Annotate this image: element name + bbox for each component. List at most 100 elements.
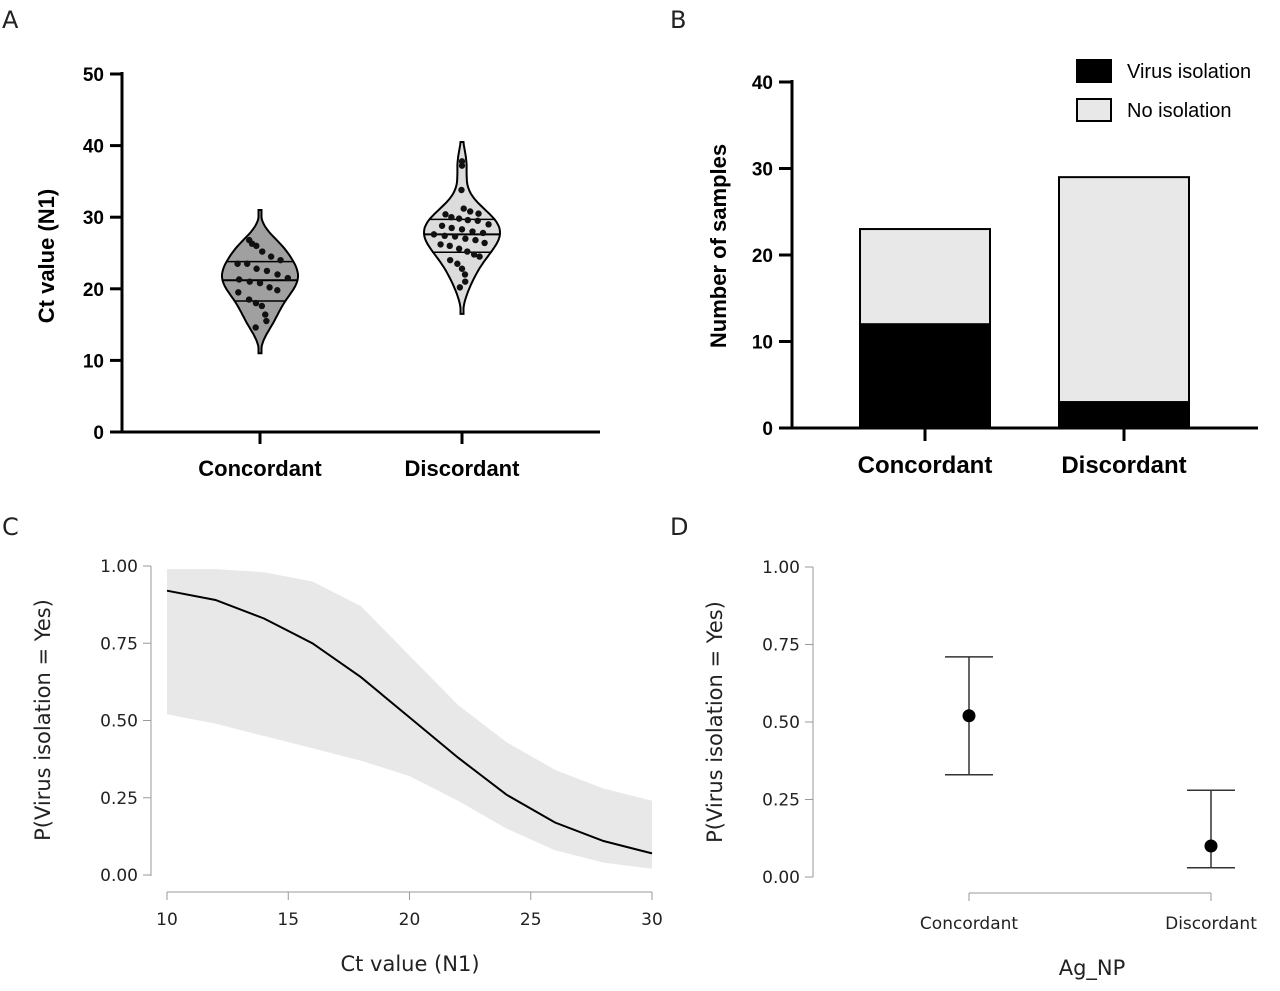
violin-data-point — [472, 236, 479, 244]
panel-d-ytick-label: 0.50 — [762, 713, 800, 733]
violin-data-point — [258, 302, 266, 310]
violin-data-point — [455, 245, 463, 252]
violin-data-point — [252, 299, 260, 307]
violin-data-point — [246, 278, 253, 285]
violin-data-point — [479, 229, 487, 237]
legend-label-no-isolation: No isolation — [1127, 100, 1232, 122]
panel-a-ytick-label: 0 — [93, 423, 104, 444]
violin-data-point — [448, 224, 455, 232]
bar-virus-isolation-discordant — [1058, 401, 1190, 429]
violin-data-point — [243, 260, 251, 267]
violin-data-point — [256, 279, 264, 287]
legend-swatch-no-isolation — [1076, 98, 1112, 122]
panel-c-xtick-label: 30 — [641, 910, 663, 930]
violin-data-point — [277, 256, 284, 264]
panel-d-xlabel: Ag_NP — [1059, 956, 1126, 981]
violin-data-point — [274, 271, 281, 278]
panel-a-ytick-label: 20 — [83, 280, 104, 301]
violin-data-point — [438, 222, 446, 229]
violin-data-point — [462, 278, 469, 285]
violin-data-point — [464, 248, 471, 255]
legend-swatch-virus-isolation — [1076, 59, 1112, 83]
point-estimate-concordant — [962, 709, 976, 723]
violin-data-point — [470, 251, 478, 258]
panel-c-xtick-label: 10 — [156, 910, 178, 930]
panel-b-legend: Virus isolation No isolation — [1076, 59, 1251, 122]
panel-label-d: D — [670, 513, 688, 541]
panel-c-xtick-label: 15 — [277, 910, 299, 930]
violin-data-point — [448, 214, 455, 221]
violin-data-point — [441, 232, 448, 240]
violin-data-point — [474, 217, 481, 224]
panel-b-ytick-label: 30 — [752, 160, 773, 181]
violin-data-point — [458, 265, 466, 272]
panel-a-ytick-label: 30 — [83, 208, 104, 229]
panel-c-ylabel: P(Virus isolation = Yes) — [31, 599, 55, 841]
panel-d-xtick-label: Concordant — [920, 914, 1018, 934]
violin-data-point — [284, 274, 292, 282]
violin-data-point — [446, 242, 453, 250]
panel-b-ytick-label: 20 — [752, 246, 773, 267]
violin-data-point — [234, 260, 241, 267]
violin-data-point — [252, 324, 259, 331]
panel-c-xtick-label: 25 — [520, 910, 542, 930]
panel-b-xtick-concordant: Concordant — [858, 452, 993, 479]
bar-no-isolation-discordant — [1058, 176, 1190, 404]
panel-b-ylabel: Number of samples — [706, 144, 731, 348]
confidence-band — [167, 569, 652, 869]
panel-a-xtick-discordant: Discordant — [405, 456, 521, 481]
panel-d-ytick-label: 0.25 — [762, 791, 800, 811]
panel-c-ytick-label: 0.75 — [100, 634, 138, 654]
panel-b-xtick-discordant: Discordant — [1061, 452, 1186, 479]
violin-data-point — [442, 211, 449, 218]
violin-data-point — [235, 289, 242, 296]
panel-d-ytick-label: 0.75 — [762, 636, 800, 656]
violin-data-point — [458, 226, 466, 233]
violin-data-point — [259, 248, 266, 255]
panel-label-a: A — [2, 6, 19, 34]
violin-data-point — [458, 186, 465, 194]
violin-data-point — [464, 216, 472, 224]
panel-c-ytick-label: 0.50 — [100, 712, 138, 732]
violin-data-point — [262, 311, 269, 318]
violin-data-point — [481, 239, 488, 247]
violin-data-point — [475, 210, 482, 217]
panel-a-xtick-concordant: Concordant — [198, 456, 322, 481]
violin-data-point — [466, 208, 474, 215]
panel-c-line-chart: P(Virus isolation = Yes) Ct value (N1) 0… — [31, 557, 663, 976]
bar-no-isolation-concordant — [859, 228, 991, 326]
panel-c-ytick-label: 1.00 — [100, 557, 138, 577]
panel-a-violin-chart: Ct value (N1) Concordant Discordant 0 10 2… — [34, 65, 600, 481]
violin-data-point — [266, 284, 273, 291]
panel-label-c: C — [2, 513, 19, 541]
violin-data-point — [430, 231, 438, 238]
violin-data-point — [462, 235, 469, 242]
panel-a-ylabel: Ct value (N1) — [34, 189, 59, 323]
violin-data-point — [437, 241, 444, 248]
violin-data-point — [476, 253, 483, 260]
violin-data-point — [451, 233, 459, 240]
legend-label-virus-isolation: Virus isolation — [1127, 61, 1251, 83]
violin-data-point — [460, 205, 467, 212]
violin-data-point — [253, 242, 260, 250]
panel-a-ytick-label: 50 — [83, 65, 104, 86]
violin-data-point — [454, 260, 461, 267]
violin-data-point — [456, 284, 464, 291]
violin-data-point — [245, 296, 253, 303]
point-estimate-discordant — [1204, 839, 1218, 853]
panel-d-xtick-label: Discordant — [1165, 914, 1257, 934]
violin-data-point — [267, 253, 275, 260]
bar-virus-isolation-concordant — [859, 323, 991, 430]
panel-c-xtick-label: 20 — [399, 910, 421, 930]
panel-d-errorbar-chart: P(Virus isolation = Yes) Ag_NP 0.00 0.25 0… — [703, 558, 1257, 981]
panel-d-ylabel: P(Virus isolation = Yes) — [703, 601, 727, 843]
panel-c-ytick-label: 0.25 — [100, 789, 138, 809]
violin-data-point — [263, 267, 271, 275]
violin-data-point — [455, 215, 463, 222]
violin-data-point — [263, 317, 270, 325]
panel-a-ytick-label: 40 — [83, 137, 104, 158]
violin-data-point — [253, 265, 260, 272]
panel-d-ytick-label: 1.00 — [762, 558, 800, 578]
panel-label-b: B — [670, 6, 686, 34]
panel-b-ytick-label: 0 — [762, 419, 773, 440]
